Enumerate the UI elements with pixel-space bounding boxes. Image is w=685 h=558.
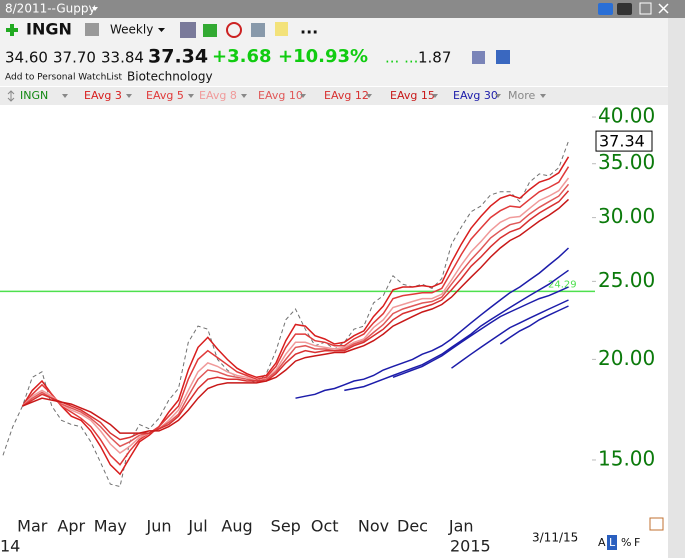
icon[interactable] — [203, 24, 217, 37]
y-tick-label: 35.00 — [598, 150, 655, 174]
symbol[interactable]: INGN — [26, 20, 72, 39]
icon[interactable] — [472, 51, 485, 64]
dropdown-arrow[interactable] — [158, 28, 165, 32]
price-line — [2, 140, 569, 488]
x-tick-label: Apr — [57, 517, 85, 536]
dropdown-arrow — [126, 94, 132, 98]
footer-date: 3/11/15 — [532, 531, 578, 545]
average-line — [392, 286, 569, 379]
close-icon[interactable] — [658, 3, 669, 14]
dropdown-arrow — [366, 94, 372, 98]
icon[interactable] — [649, 517, 664, 531]
dropdown-arrow — [62, 94, 68, 98]
industry: Biotechnology — [127, 70, 213, 84]
icon[interactable] — [617, 3, 632, 15]
save-icon[interactable] — [496, 50, 510, 64]
average-line — [21, 166, 570, 466]
x-tick-label: Jan — [448, 517, 474, 536]
x-tick-label: Dec — [397, 517, 428, 536]
x-tick-label: Nov — [358, 517, 389, 536]
dropdown-arrow — [300, 94, 306, 98]
footer-button[interactable]: L — [609, 536, 616, 549]
dropdown-arrow[interactable] — [540, 94, 546, 98]
average-line — [21, 177, 570, 454]
quote-volume: 1.87 — [418, 49, 451, 67]
x-tick-label: May — [94, 517, 127, 536]
title-bar — [0, 0, 685, 18]
dropdown-arrow — [188, 94, 194, 98]
legend-entry: EAvg 10 — [258, 89, 303, 102]
average-line — [295, 247, 570, 399]
average-line — [22, 190, 570, 441]
toolbar-more[interactable]: ... — [300, 19, 318, 38]
x-tick-label: Mar — [17, 517, 48, 536]
y-tick-label: 15.00 — [598, 446, 655, 470]
footer-button[interactable]: F — [634, 536, 640, 549]
x-tick-label: Jul — [187, 517, 207, 536]
period[interactable]: Weekly — [110, 23, 153, 37]
legend-more[interactable]: More — [508, 89, 536, 102]
icon[interactable] — [226, 22, 242, 38]
side-strip — [668, 18, 685, 558]
icon[interactable] — [639, 2, 652, 15]
legend-entry: INGN — [20, 89, 48, 102]
x-tick-label: Jun — [146, 517, 172, 536]
legend-icon — [7, 90, 15, 102]
dropdown-arrow — [241, 94, 247, 98]
average-line — [344, 269, 569, 392]
icon[interactable] — [275, 22, 288, 36]
last-price-box — [595, 130, 653, 152]
y-tick-label: 30.00 — [598, 204, 655, 228]
icon[interactable] — [180, 22, 196, 38]
icon[interactable] — [251, 23, 265, 37]
y-tick-label: 40.00 — [598, 104, 655, 128]
average-line — [451, 299, 569, 369]
add-icon[interactable] — [6, 24, 18, 36]
legend-entry: EAvg 5 — [146, 89, 184, 102]
level-label: 24.29 — [548, 279, 577, 290]
footer-button[interactable]: A — [598, 536, 606, 549]
average-line — [22, 198, 570, 434]
watchlist-link[interactable]: Add to Personal WatchList — [5, 73, 123, 83]
button-highlight — [607, 535, 617, 550]
average-line — [21, 156, 570, 476]
icon[interactable] — [598, 3, 613, 15]
x-tick-label: Oct — [311, 517, 339, 536]
legend-bar — [0, 87, 668, 105]
quote-low: 33.84 — [101, 49, 144, 67]
y-tick-label: 25.00 — [598, 268, 655, 292]
quote-change: +3.68 — [212, 46, 272, 67]
legend-entry: EAvg 3 — [84, 89, 122, 102]
legend-entry: EAvg 15 — [390, 89, 435, 102]
year-label: 14 — [0, 537, 20, 556]
year-label: 2015 — [450, 537, 491, 556]
legend-entry: EAvg 30 — [453, 89, 498, 102]
quote-high: 37.70 — [53, 49, 96, 67]
x-tick-label: Aug — [221, 517, 252, 536]
x-tick-label: Sep — [271, 517, 301, 536]
y-tick-label: 20.00 — [598, 346, 655, 370]
average-line — [499, 305, 569, 345]
quote-last: 37.34 — [148, 46, 208, 68]
dropdown-arrow[interactable] — [92, 7, 98, 11]
icon[interactable] — [85, 23, 99, 36]
dropdown-arrow — [495, 94, 501, 98]
footer-button[interactable]: % — [621, 536, 631, 549]
legend-entry: EAvg 8 — [199, 89, 237, 102]
legend-entry: EAvg 12 — [324, 89, 369, 102]
quote-dots: ... ... — [385, 49, 418, 67]
average-line — [22, 183, 570, 448]
toolbar — [0, 18, 685, 86]
layout-name[interactable]: 8/2011--Guppy — [5, 2, 96, 16]
last-price-label: 37.34 — [599, 132, 645, 151]
dropdown-arrow — [432, 94, 438, 98]
quote-change-pct: +10.93% — [278, 46, 368, 67]
quote-open: 34.60 — [5, 49, 48, 67]
